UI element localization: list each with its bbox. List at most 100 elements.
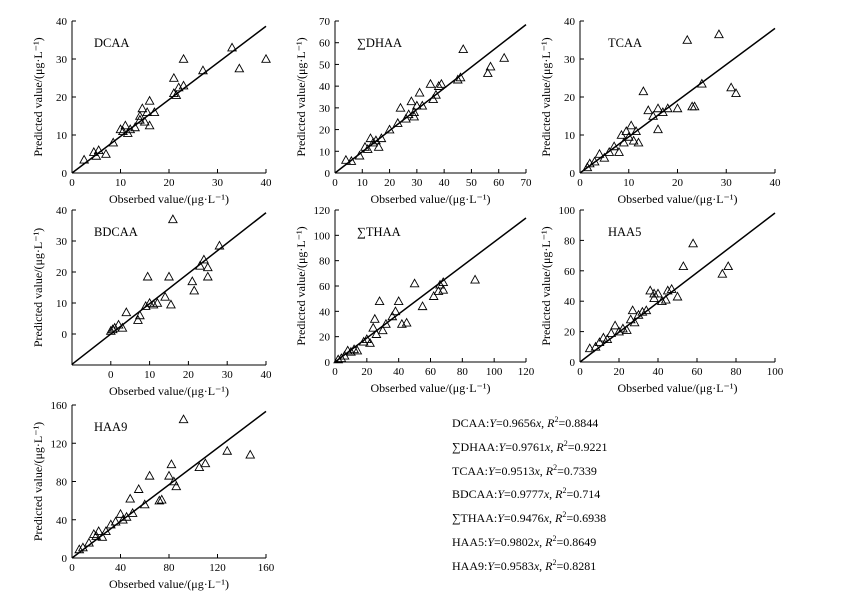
data-point <box>377 325 388 335</box>
y-axis-label: Predicted value/(μg·L⁻¹) <box>31 228 45 347</box>
scatter-panel: 0 10 20 30 40 0 10 20 30 40 BDCAA Obserbed value/(μ… <box>31 205 272 398</box>
x-tick-label: 0 <box>108 369 114 381</box>
equation-r-var: R <box>555 511 563 526</box>
data-point <box>482 67 493 77</box>
data-point <box>261 53 271 63</box>
x-tick-label: 20 <box>614 366 626 378</box>
y-axis-label: Predicted value/(μg·L⁻¹) <box>539 37 553 156</box>
data-point <box>452 74 463 84</box>
x-tick-label: 10 <box>115 177 127 189</box>
equation-separator: , <box>550 439 557 454</box>
equation-r-var: R <box>545 534 553 549</box>
equation-y-var: Y <box>489 416 497 430</box>
equation-y-var: Y <box>497 511 504 526</box>
panel-title: ∑THAA <box>357 225 401 239</box>
data-point <box>214 240 225 250</box>
data-point <box>115 508 126 518</box>
data-point <box>393 296 404 306</box>
equation-separator: , <box>539 463 546 478</box>
data-point <box>142 271 153 281</box>
data-point <box>130 122 141 132</box>
equation-r-var: R <box>555 487 563 502</box>
y-axis-label: Predicted value/(μg·L⁻¹) <box>31 422 45 541</box>
x-tick-label: 40 <box>653 366 665 378</box>
data-point <box>160 291 171 301</box>
equation-slope: =0.9583 <box>494 558 534 573</box>
x-axis-label: Obserbed value/(μg·L⁻¹) <box>109 577 229 591</box>
data-point <box>631 126 642 136</box>
data-point <box>649 293 660 302</box>
data-point <box>604 146 615 156</box>
x-tick-label: 30 <box>212 177 224 189</box>
y-tick-label: 20 <box>319 125 331 137</box>
x-axis-label: Obserbed value/(μg·L⁻¹) <box>109 192 229 206</box>
scatter-panel: 0 20 40 60 80 100 0 20 40 60 80 100 HAA5 Obserbed val… <box>539 205 784 395</box>
y-tick-label: 30 <box>56 54 68 66</box>
data-point <box>625 314 636 324</box>
equation-x-var: x <box>533 534 540 549</box>
data-point <box>373 141 384 151</box>
y-axis-label: Predicted value/(μg·L⁻¹) <box>31 37 45 156</box>
data-point <box>602 334 613 344</box>
equation-separator: , <box>541 416 548 430</box>
data-point <box>91 530 102 540</box>
x-axis-label: Obserbed value/(μg·L⁻¹) <box>109 384 229 398</box>
x-axis-label: Obserbed value/(μg·L⁻¹) <box>371 192 491 206</box>
x-tick-label: 40 <box>770 177 782 189</box>
equation-r2-value: =0.7339 <box>557 463 597 478</box>
y-tick-label: 0 <box>325 357 331 369</box>
data-point <box>144 120 155 130</box>
equation-row: HAA5:Y=0.9802x, R2=0.8649 <box>452 531 607 555</box>
x-tick-label: 0 <box>332 366 338 378</box>
equation-r-exponent: 2 <box>554 415 559 424</box>
equation-row: ∑DHAA:Y=0.9761x, R2=0.9221 <box>452 436 607 460</box>
equation-r2-value: =0.8844 <box>558 416 599 430</box>
y-tick-label: 120 <box>314 205 331 217</box>
equation-x-var: x <box>534 463 540 478</box>
x-tick-label: 50 <box>466 177 478 189</box>
data-point <box>621 126 632 136</box>
x-tick-label: 100 <box>767 366 784 378</box>
equation-x-var: x <box>543 511 550 526</box>
data-point <box>637 306 648 316</box>
x-tick-label: 80 <box>457 366 469 378</box>
panel-title: BDCAA <box>94 225 138 239</box>
data-point <box>154 495 165 505</box>
data-point <box>598 332 609 342</box>
y-tick-label: 30 <box>56 236 68 248</box>
data-point <box>713 29 724 39</box>
equation-row: TCAA:Y=0.9513x, R2=0.7339 <box>452 460 607 484</box>
data-point <box>156 494 167 504</box>
data-point <box>584 343 595 353</box>
x-tick-label: 40 <box>439 177 451 189</box>
data-point <box>368 137 379 147</box>
equation-slope: =0.9761 <box>505 439 546 454</box>
data-point <box>354 150 365 160</box>
equation-r-var: R <box>545 558 553 573</box>
equation-x-var: x <box>533 558 540 573</box>
equation-y-var: Y <box>487 534 495 549</box>
data-point <box>88 528 99 538</box>
data-point <box>662 103 673 113</box>
regression-line <box>71 212 267 365</box>
y-tick-label: 80 <box>56 477 68 489</box>
data-point <box>723 261 734 271</box>
data-point <box>117 126 128 136</box>
data-point <box>499 52 510 62</box>
data-point <box>227 42 238 52</box>
equation-row: DCAA:Y=0.9656x, R2=0.8844 <box>452 412 607 436</box>
y-tick-label: 10 <box>564 130 576 142</box>
data-point <box>594 337 605 347</box>
data-point <box>178 80 189 90</box>
x-tick-label: 80 <box>731 366 743 378</box>
equation-name: BDCAA: <box>452 487 498 502</box>
panel-title: HAA5 <box>608 225 641 239</box>
data-point <box>110 516 121 526</box>
y-tick-label: 40 <box>56 205 68 217</box>
y-tick-label: 30 <box>564 54 576 66</box>
data-point <box>178 53 189 63</box>
scatter-panel: 0 10 20 30 40 50 60 70 0 10 20 30 40 50 60 70 ∑DHAA Obser… <box>294 16 532 206</box>
y-tick-label: 0 <box>62 553 68 565</box>
data-point <box>168 88 179 98</box>
y-tick-label: 0 <box>570 168 576 180</box>
